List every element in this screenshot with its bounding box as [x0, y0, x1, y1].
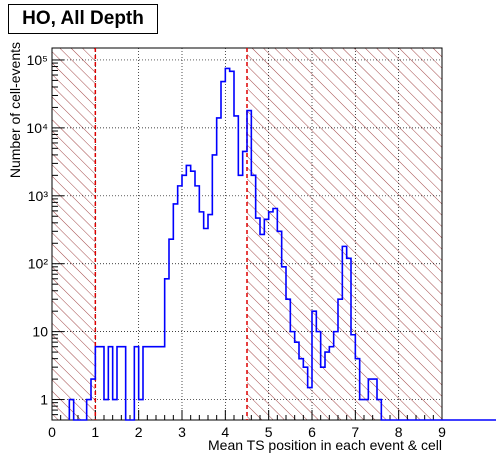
excluded-regions: [52, 48, 442, 420]
x-tick-label: 4: [221, 424, 229, 440]
x-tick-label: 6: [308, 424, 316, 440]
x-axis-title: Mean TS position in each event & cell: [208, 437, 442, 453]
x-tick-label: 5: [265, 424, 273, 440]
excluded-region: [52, 48, 96, 420]
x-tick-label: 0: [48, 424, 56, 440]
y-tick-label: 10: [32, 324, 48, 340]
histogram-series: [68, 67, 496, 421]
axis-ticks: [51, 59, 443, 421]
y-tick-label: 10³: [28, 188, 49, 204]
x-tick-label: 2: [135, 424, 143, 440]
cut-lines: [94, 48, 248, 420]
x-tick-label: 8: [395, 424, 403, 440]
x-tick-label: 9: [438, 424, 446, 440]
chart-title: HO, All Depth: [8, 4, 158, 34]
y-tick-label: 10⁵: [27, 52, 48, 68]
x-tick-label: 7: [351, 424, 359, 440]
x-tick-label: 3: [178, 424, 186, 440]
x-tick-label: 1: [91, 424, 99, 440]
y-axis-title: Number of cell-events: [7, 42, 23, 178]
excluded-region: [247, 48, 442, 420]
y-tick-label: 10⁴: [26, 120, 48, 136]
y-tick-label: 1: [40, 392, 48, 408]
y-tick-label: 10²: [28, 256, 49, 272]
